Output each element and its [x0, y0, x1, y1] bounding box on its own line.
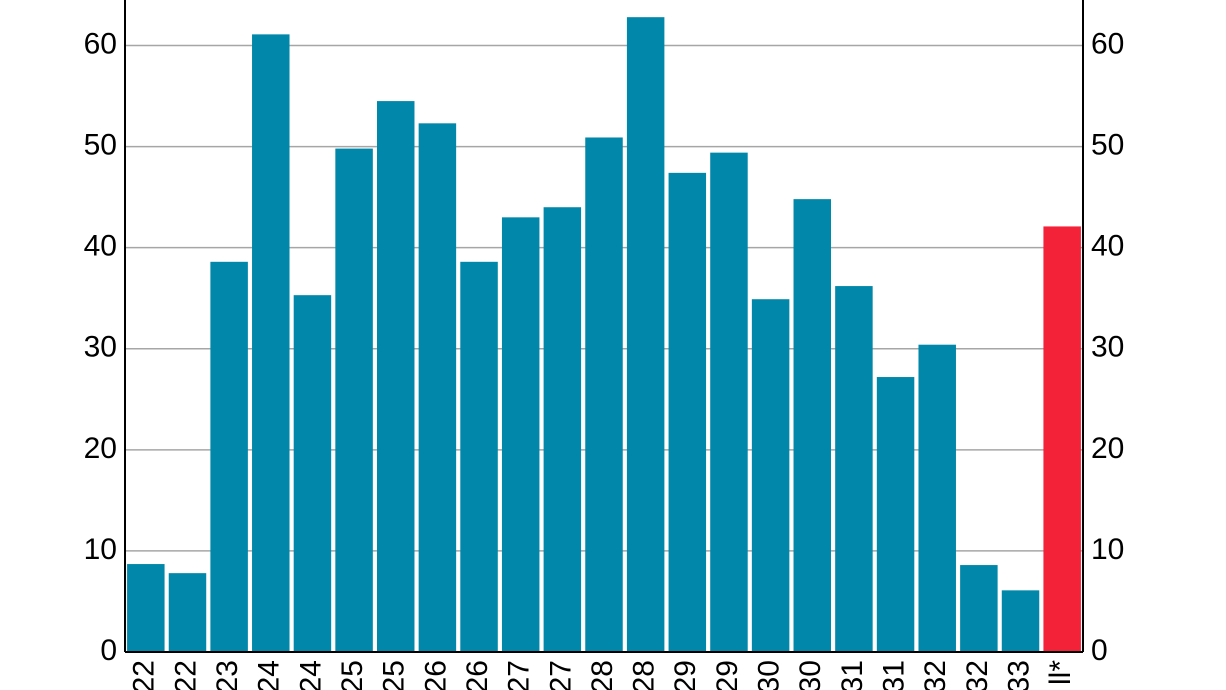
bar [751, 299, 790, 652]
bar [1001, 590, 1040, 652]
x-tick-label: 29 [711, 660, 744, 690]
x-tick-label: ll* [1044, 660, 1077, 685]
x-tick-label: 33 [1002, 660, 1035, 690]
bar [918, 344, 956, 652]
x-tick-label: 27 [544, 660, 577, 690]
bar [335, 148, 373, 653]
bar [252, 34, 290, 652]
bar [418, 123, 457, 652]
bar [376, 101, 415, 653]
bar [960, 565, 998, 652]
x-tick-label: 28 [586, 660, 619, 690]
bar [293, 295, 332, 652]
bar [585, 137, 623, 653]
bar [460, 261, 498, 652]
y2-tick-label: 60 [1091, 27, 1124, 60]
x-tick-label: 26 [461, 660, 494, 690]
bar [835, 286, 873, 652]
x-tick-label: 28 [628, 660, 661, 690]
x-tick-label: 22 [169, 660, 202, 690]
y2-tick-label: 10 [1091, 533, 1124, 566]
y2-tick-label: 0 [1091, 634, 1108, 667]
y-tick-label: 60 [84, 27, 117, 60]
bar [710, 152, 748, 652]
bar [876, 377, 915, 652]
x-tick-label: 30 [753, 660, 786, 690]
bar [626, 17, 665, 652]
bar [210, 261, 248, 652]
y-tick-label: 50 [84, 128, 117, 161]
y2-tick-label: 20 [1091, 432, 1124, 465]
x-tick-label: 32 [961, 660, 994, 690]
y2-tick-label: 50 [1091, 128, 1124, 161]
y-tick-label: 10 [84, 533, 117, 566]
x-tick-label: 23 [211, 660, 244, 690]
y-tick-label: 40 [84, 230, 117, 263]
bar [168, 573, 207, 652]
x-tick-label: 25 [378, 660, 411, 690]
bar [1043, 226, 1081, 652]
bar [127, 564, 165, 652]
y-tick-label: 0 [100, 634, 117, 667]
bar [668, 172, 707, 652]
bar [793, 199, 832, 652]
x-tick-label: 30 [794, 660, 827, 690]
y2-tick-label: 40 [1091, 230, 1124, 263]
x-tick-label: 26 [419, 660, 452, 690]
x-tick-label: 25 [336, 660, 369, 690]
x-tick-label: 31 [877, 660, 910, 690]
x-tick-label: 22 [128, 660, 161, 690]
bar [543, 207, 582, 653]
y2-tick-label: 30 [1091, 331, 1124, 364]
x-tick-label: 32 [919, 660, 952, 690]
x-tick-label: 29 [669, 660, 702, 690]
x-tick-label: 31 [836, 660, 869, 690]
bar [501, 217, 540, 653]
y-tick-label: 20 [84, 432, 117, 465]
y-tick-label: 30 [84, 331, 117, 364]
x-tick-label: 24 [253, 660, 286, 690]
x-tick-label: 24 [294, 660, 327, 690]
x-tick-label: 27 [503, 660, 536, 690]
